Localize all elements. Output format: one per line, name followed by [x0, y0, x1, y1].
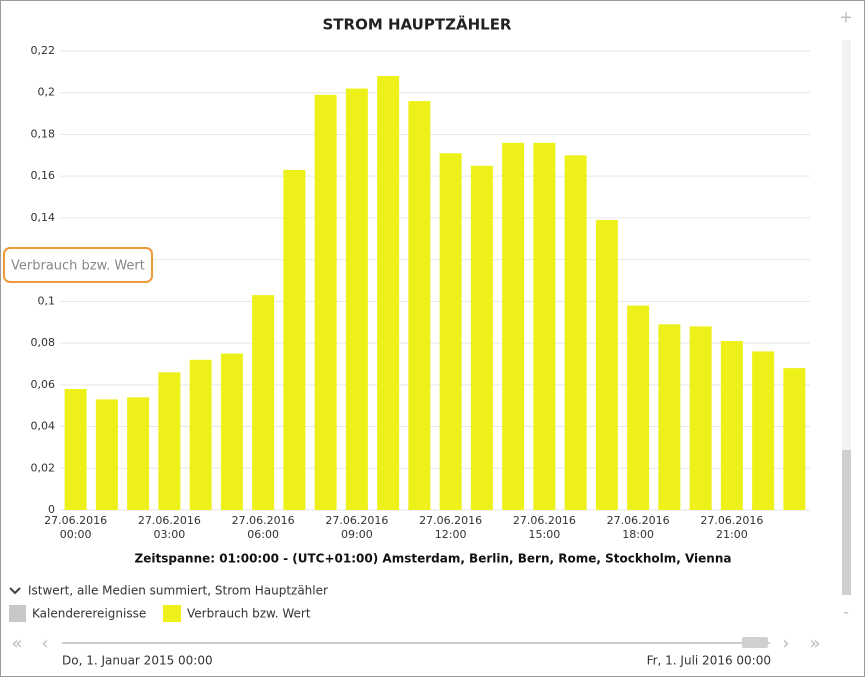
bar	[220, 353, 243, 510]
nav-first[interactable]: «	[11, 633, 22, 654]
bar	[377, 76, 400, 510]
bar	[64, 388, 87, 510]
bar	[502, 142, 525, 511]
bar	[158, 372, 181, 510]
tooltip-box	[3, 247, 153, 283]
scroll-track	[842, 40, 851, 595]
bar	[564, 155, 587, 510]
bar	[189, 359, 212, 510]
bar	[314, 94, 337, 511]
nav-last[interactable]: »	[809, 633, 820, 654]
bar	[252, 295, 275, 510]
y-tick-label: 0,18	[31, 127, 56, 140]
bar	[345, 88, 368, 511]
bar	[720, 341, 743, 510]
scroll-thumb[interactable]	[842, 450, 851, 595]
chart-title: STROM HAUPTZÄHLER	[323, 15, 512, 34]
nav-handle[interactable]	[742, 637, 768, 648]
x-tick-label: 27.06.2016 18:00	[607, 514, 670, 541]
bar	[408, 101, 431, 510]
y-tick-label: 0,04	[31, 420, 56, 433]
x-tick-label: 27.06.2016 15:00	[513, 514, 576, 541]
chart-subtitle: Zeitspanne: 01:00:00 - (UTC+01:00) Amste…	[135, 552, 732, 566]
x-tick-label: 27.06.2016 00:00	[44, 514, 107, 541]
x-tick-label: 27.06.2016 06:00	[232, 514, 295, 541]
scroll-down[interactable]: -	[843, 603, 849, 622]
bar	[752, 351, 775, 510]
nav-start: Do, 1. Januar 2015 00:00	[62, 654, 213, 668]
bar	[689, 326, 712, 510]
x-tick-label: 27.06.2016 09:00	[325, 514, 388, 541]
nav-end: Fr, 1. Juli 2016 00:00	[647, 654, 771, 668]
bar	[283, 169, 306, 510]
legend-marker	[9, 605, 26, 622]
tooltip-text: Verbrauch bzw. Wert	[11, 259, 145, 274]
y-tick-label: 0,1	[38, 294, 56, 307]
y-tick-label: 0,2	[38, 86, 56, 99]
y-tick-label: 0	[48, 503, 55, 516]
bar	[127, 397, 150, 510]
bar	[783, 368, 806, 510]
x-tick-label: 27.06.2016 21:00	[700, 514, 763, 541]
bar	[627, 305, 650, 510]
nav-prev[interactable]: ‹	[41, 633, 48, 654]
scroll-up[interactable]: +	[839, 8, 852, 27]
plot-area: 00,020,040,060,080,10,120,140,160,180,20…	[31, 44, 810, 541]
legend-collapse[interactable]	[9, 587, 21, 595]
legend-group[interactable]: Istwert, alle Medien summiert, Strom Hau…	[28, 584, 328, 598]
x-tick-label: 27.06.2016 03:00	[138, 514, 201, 541]
legend-label[interactable]: Kalenderereignisse	[32, 607, 146, 621]
y-tick-label: 0,06	[31, 378, 56, 391]
bar	[439, 153, 462, 510]
legend-marker	[163, 605, 181, 622]
bar	[595, 219, 618, 510]
bar	[95, 399, 118, 510]
x-tick-label: 27.06.2016 12:00	[419, 514, 482, 541]
y-tick-label: 0,14	[31, 211, 56, 224]
bar	[533, 142, 556, 511]
nav-next[interactable]: ›	[782, 633, 789, 654]
bar	[470, 165, 493, 510]
y-tick-label: 0,08	[31, 336, 56, 349]
bar	[658, 324, 681, 510]
y-tick-label: 0,02	[31, 461, 56, 474]
y-tick-label: 0,16	[31, 169, 56, 182]
y-tick-label: 0,22	[31, 44, 56, 57]
legend-label[interactable]: Verbrauch bzw. Wert	[187, 607, 311, 621]
